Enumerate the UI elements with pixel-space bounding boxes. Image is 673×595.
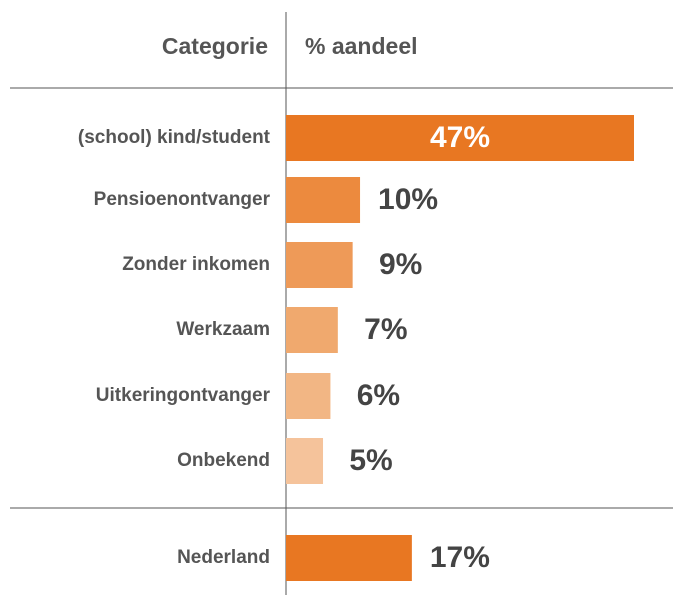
value-label: 17% (430, 541, 490, 574)
value-label: 7% (364, 313, 407, 346)
category-label: Nederland (177, 547, 270, 568)
bar (286, 535, 412, 581)
value-label: 47% (430, 121, 490, 154)
column-header: % aandeel (305, 33, 418, 59)
value-label: 10% (378, 183, 438, 216)
category-label: (school) kind/student (78, 127, 271, 148)
category-label: Uitkeringontvanger (96, 385, 271, 406)
bar (286, 242, 353, 288)
bar (286, 177, 361, 223)
category-label: Zonder inkomen (122, 254, 270, 275)
value-label: 5% (349, 444, 392, 477)
value-label: 9% (379, 248, 422, 281)
bar (286, 438, 324, 484)
category-label: Werkzaam (176, 319, 270, 340)
value-label: 6% (357, 379, 400, 412)
category-label: Pensioenontvanger (94, 189, 271, 210)
category-label: Onbekend (177, 450, 270, 471)
bar (286, 307, 338, 353)
bar (286, 115, 634, 161)
bar (286, 373, 331, 419)
column-header: Categorie (162, 33, 268, 59)
